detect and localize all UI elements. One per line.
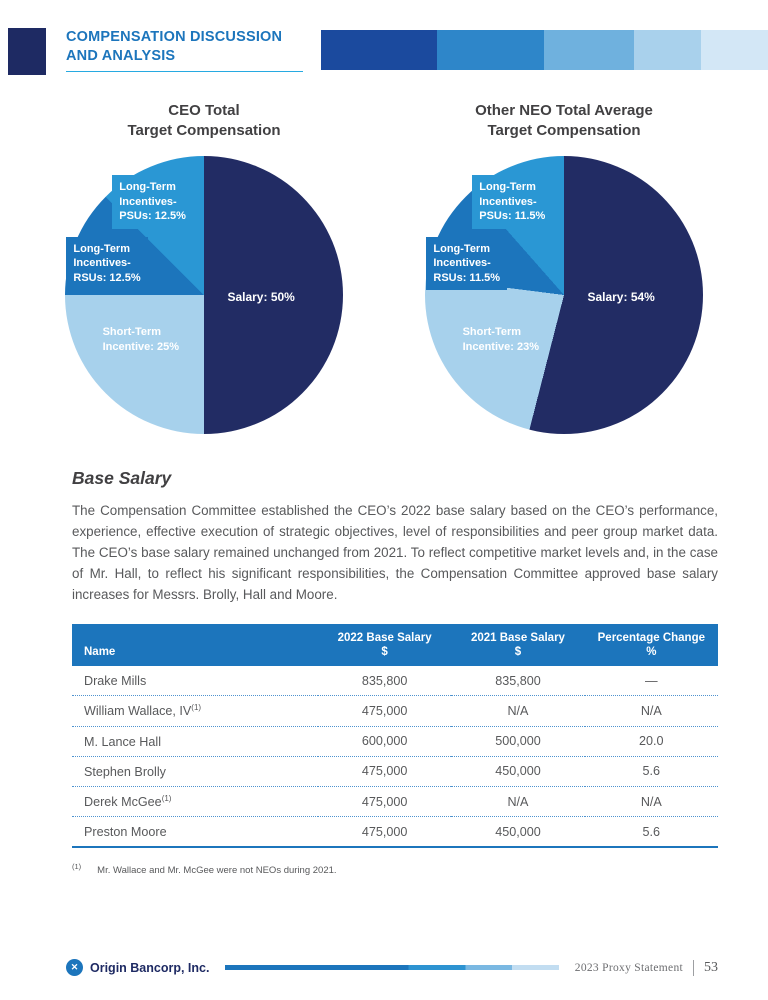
cell-2021-salary: 835,800 [495,673,541,688]
page-number-divider [693,959,694,976]
ceo-pie-chart [65,156,343,434]
stripe-segment [700,30,768,70]
footnote-text: Mr. Wallace and Mr. McGee were not NEOs … [97,865,337,877]
cell-2021-salary: N/A [451,695,585,727]
cell-name: William Wallace, IV(1) [72,695,318,727]
header-accent-block [8,28,46,75]
cell-2021-salary: 450,000 [451,816,585,849]
table-row: Derek McGee(1) 475,000 N/A N/A [72,786,718,817]
base-salary-table-wrap: Name 2022 Base Salary $ 2021 Base Salary $… [0,606,768,849]
header-stripe [321,30,768,70]
cell-2022-salary: 475,000 [317,755,452,787]
origin-bancorp-logo-icon: ✕ [66,959,83,976]
cell-2021-salary: 450,000 [451,755,585,787]
pie-label-short-term-incentive: Short-Term Incentive: 25% [95,320,186,360]
page-title: COMPENSATION DISCUSSION AND ANALYSIS [66,28,303,73]
base-salary-table: Name 2022 Base Salary $ 2021 Base Salary $… [72,623,718,849]
cell-2022-salary: 835,800 [361,673,408,688]
footnote: (1) Mr. Wallace and Mr. McGee were not NE… [0,848,768,876]
pie-wrap: Salary: 54% Short-Term Incentive: 23% Lo… [425,156,703,434]
chart-title: Other NEO Total Average Target Compensat… [475,102,653,139]
cell-name: Derek McGee(1) [72,786,318,817]
pie-label-lti-psus: Long-Term Incentives- PSUs: 12.5% [112,175,193,229]
cell-pct-change: — [645,673,658,688]
column-header-percentage-change: Percentage Change% [584,623,718,667]
cell-2021-salary: 500,000 [451,725,585,757]
table-row: Preston Moore 475,000 450,000 5.6 [72,816,718,849]
cell-pct-change: N/A [584,786,718,817]
chart-ceo-total-target-compensation: CEO Total Target Compensation Salary: 50… [38,101,370,434]
page-header: COMPENSATION DISCUSSION AND ANALYSIS [0,0,768,75]
company-name: Origin Bancorp, Inc. [90,960,210,975]
footer-divider-line [225,965,559,970]
pie-label-salary: Salary: 50% [223,288,299,308]
pie-label-lti-psus: Long-Term Incentives- PSUs: 11.5% [472,175,553,229]
cell-pct-change: 20.0 [584,725,718,757]
cell-2022-salary: 475,000 [317,816,452,849]
pie-wrap: Salary: 50% Short-Term Incentive: 25% Lo… [65,156,343,434]
table-row: M. Lance Hall 600,000 500,000 20.0 [72,725,718,757]
cell-2022-salary: 475,000 [317,695,452,727]
cell-name: M. Lance Hall [72,725,318,757]
column-header-2021-base-salary: 2021 Base Salary $ [451,623,585,667]
cell-pct-change: 5.6 [584,755,718,787]
pie-label-short-term-incentive: Short-Term Incentive: 23% [455,320,546,360]
table-header-row: Name 2022 Base Salary $ 2021 Base Salary $… [72,623,718,667]
table-row: Stephen Brolly 475,000 450,000 5.6 [72,755,718,787]
chart-title: CEO Total Target Compensation [127,102,281,139]
page-footer: ✕ Origin Bancorp, Inc. 2023 Proxy Statem… [66,959,718,976]
cell-2022-salary: 600,000 [317,725,452,757]
pie-label-lti-rsus: Long-Term Incentives- RSUs: 11.5% [426,236,508,291]
page-number: 53 [704,959,718,975]
stripe-segment [633,30,701,70]
table-row: William Wallace, IV(1) 475,000 N/A N/A [72,695,718,727]
neo-pie-chart [425,156,703,434]
footnote-marker: (1) [72,862,82,872]
cell-name: Drake Mills [84,674,147,689]
body-paragraph: The Compensation Committee established t… [72,503,718,602]
cell-2021-salary: N/A [451,786,585,817]
column-header-name: Name [72,623,318,667]
footnote-marker: (1) [161,794,172,804]
column-header-2022-base-salary: 2022 Base Salary $ [317,623,452,667]
chart-other-neo-total-average-target-compensation: Other NEO Total Average Target Compensat… [398,101,730,434]
pie-label-salary: Salary: 54% [583,288,659,308]
stripe-segment [437,30,545,70]
cell-pct-change: 5.6 [584,816,718,849]
pie-label-lti-rsus: Long-Term Incentives- RSUs: 12.5% [66,236,148,291]
cell-name: Stephen Brolly [72,755,318,787]
footnote-marker: (1) [191,703,202,713]
document-title: 2023 Proxy Statement [574,961,683,974]
stripe-segment [544,30,634,70]
table-row: Drake Mills 835,800 835,800 — [72,666,718,696]
base-salary-section: Base Salary The Compensation Committee e… [0,434,768,606]
charts-row: CEO Total Target Compensation Salary: 50… [0,75,768,434]
stripe-segment [321,30,438,70]
cell-2022-salary: 475,000 [317,786,452,817]
section-heading: Base Salary [72,468,172,488]
cell-name: Preston Moore [72,816,318,849]
cell-pct-change: N/A [584,695,718,727]
